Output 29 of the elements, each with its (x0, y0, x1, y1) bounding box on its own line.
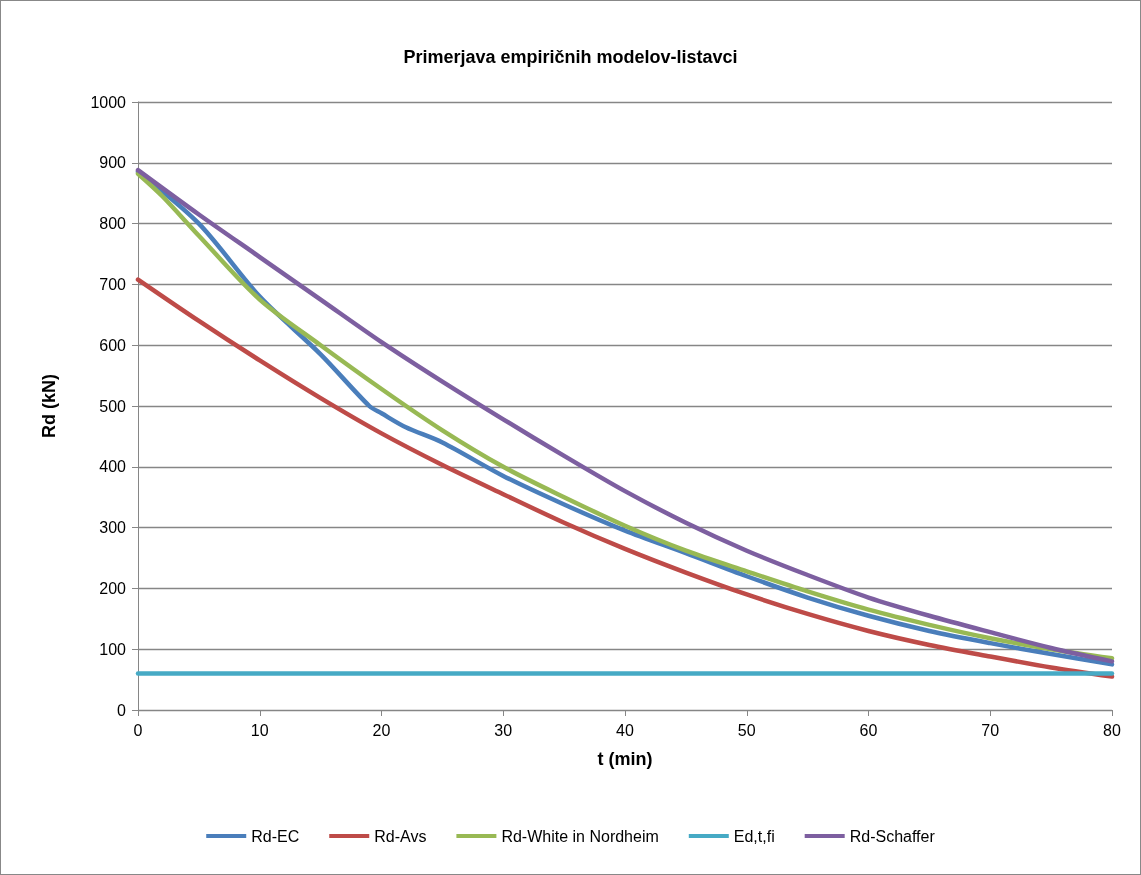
legend-label: Rd-Schaffer (849, 827, 936, 845)
y-tick-label: 400 (99, 458, 127, 476)
x-tick-label: 60 (859, 721, 878, 739)
x-tick-label: 0 (133, 721, 143, 739)
y-tick-label: 800 (99, 215, 127, 233)
y-tick-label: 300 (99, 519, 127, 537)
legend-label: Rd-EC (251, 827, 300, 845)
y-tick-label: 600 (99, 336, 127, 354)
y-tick-label: 900 (99, 154, 127, 172)
x-tick-label: 70 (981, 721, 1000, 739)
y-tick-label: 1000 (90, 93, 127, 111)
y-tick-label: 200 (99, 579, 127, 597)
chart-title: Primerjava empiričnih modelov-listavci (403, 47, 738, 67)
y-tick-label: 0 (117, 701, 127, 719)
legend-label: Ed,t,fi (733, 827, 775, 845)
y-tick-label: 500 (99, 397, 127, 415)
x-tick-label: 10 (250, 721, 269, 739)
legend-label: Rd-Avs (374, 827, 427, 845)
x-tick-label: 20 (372, 721, 391, 739)
y-tick-label: 100 (99, 640, 127, 658)
line-series (135, 277, 1115, 679)
x-axis-title: t (min) (597, 749, 653, 769)
x-tick-label: 30 (494, 721, 513, 739)
x-tick-label: 50 (737, 721, 756, 739)
x-tick-label: 80 (1103, 721, 1121, 739)
y-tick-label: 700 (99, 275, 127, 293)
x-tick-label: 40 (616, 721, 634, 739)
y-axis-title: Rd (kN) (39, 374, 59, 438)
legend-label: Rd-White in Nordheim (501, 827, 659, 845)
